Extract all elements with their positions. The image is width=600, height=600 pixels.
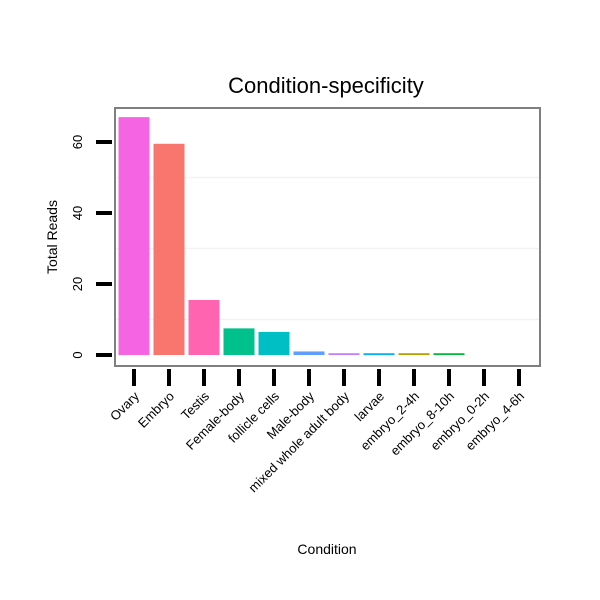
bar-ovary: [118, 117, 150, 356]
bar-larvae: [363, 353, 395, 355]
gridlines: [116, 176, 539, 321]
bar-male-body: [293, 351, 325, 355]
bar-embryo: [153, 143, 185, 355]
bar-follicle-cells: [258, 331, 290, 355]
y-tick-label: 20: [70, 277, 85, 291]
chart-title: Condition-specificity: [228, 73, 424, 98]
x-axis-title: Condition: [297, 541, 356, 557]
y-axis-ticks: 0 20 40 60: [70, 135, 112, 359]
bar-embryo-2-4h: [398, 353, 430, 355]
bar-female-body: [223, 328, 255, 355]
x-tick-label: Embryo: [135, 389, 177, 431]
y-tick-label: 0: [70, 351, 85, 358]
bar-embryo-8-10h: [433, 353, 465, 355]
y-axis-title: Total Reads: [44, 200, 60, 274]
y-tick-label: 60: [70, 135, 85, 149]
bars: [118, 117, 465, 356]
y-tick-label: 40: [70, 206, 85, 220]
plot-panel-border: [114, 107, 541, 367]
bar-testis: [188, 299, 220, 355]
bar-mixed-whole-adult-body: [328, 353, 360, 355]
